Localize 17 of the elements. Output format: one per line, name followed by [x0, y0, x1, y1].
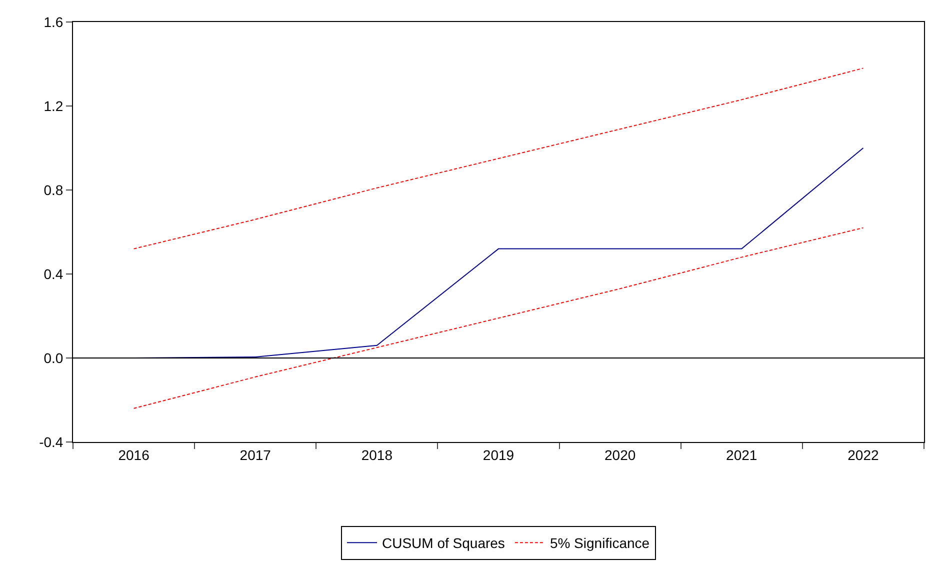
x-tick-label: 2018 [361, 446, 393, 463]
x-tick-label: 2016 [118, 446, 150, 463]
x-tick-label: 2017 [240, 446, 272, 463]
y-tick-label: 1.2 [44, 98, 64, 114]
x-tick-label: 2019 [482, 446, 514, 463]
legend-label: CUSUM of Squares [382, 535, 505, 552]
legend-label: 5% Significance [550, 535, 650, 552]
y-tick-label: 0.8 [44, 182, 64, 198]
y-tick-label: -0.4 [39, 434, 64, 450]
y-tick-label: 0.0 [44, 350, 64, 366]
x-tick-label: 2022 [848, 446, 879, 463]
line-series [133, 68, 864, 250]
y-tick-label: 0.4 [44, 266, 64, 282]
line-series [133, 227, 864, 409]
y-tick-label: 1.6 [44, 14, 64, 30]
x-tick-label: 2021 [726, 446, 758, 463]
x-tick-label: 2020 [604, 446, 636, 463]
